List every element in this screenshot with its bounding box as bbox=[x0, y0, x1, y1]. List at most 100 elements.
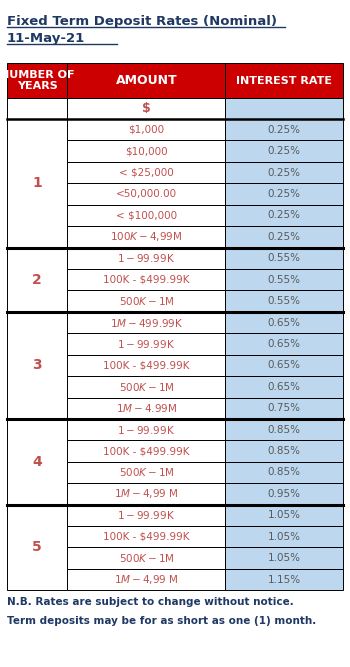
Bar bbox=[68, 548, 225, 569]
Text: 0.65%: 0.65% bbox=[268, 382, 301, 392]
Bar bbox=[7, 97, 68, 119]
Bar bbox=[68, 205, 225, 226]
Text: 0.25%: 0.25% bbox=[268, 167, 301, 177]
Bar bbox=[68, 419, 225, 440]
Text: $1M - $499.99K: $1M - $499.99K bbox=[110, 317, 183, 329]
Bar bbox=[68, 183, 225, 205]
Text: $10,000: $10,000 bbox=[125, 146, 168, 156]
Bar bbox=[68, 162, 225, 183]
Bar bbox=[68, 334, 225, 355]
Text: 5: 5 bbox=[32, 540, 42, 554]
Text: 100K - $499.99K: 100K - $499.99K bbox=[103, 275, 190, 285]
Bar bbox=[68, 376, 225, 398]
Bar bbox=[7, 119, 68, 247]
Bar bbox=[225, 269, 343, 290]
Bar bbox=[68, 526, 225, 548]
Text: 1.05%: 1.05% bbox=[268, 553, 301, 563]
Bar bbox=[7, 312, 68, 419]
Text: < $25,000: < $25,000 bbox=[119, 167, 174, 177]
Text: $1,000: $1,000 bbox=[128, 125, 164, 135]
Text: 0.75%: 0.75% bbox=[268, 404, 301, 414]
Bar bbox=[225, 505, 343, 526]
Text: 1.15%: 1.15% bbox=[268, 574, 301, 584]
Bar bbox=[225, 376, 343, 398]
Text: 1.05%: 1.05% bbox=[268, 532, 301, 542]
Text: $100K - $4,99M: $100K - $4,99M bbox=[110, 230, 183, 243]
Text: 0.25%: 0.25% bbox=[268, 232, 301, 242]
Bar bbox=[7, 247, 68, 312]
Text: 0.85%: 0.85% bbox=[268, 425, 301, 435]
Text: 0.95%: 0.95% bbox=[268, 489, 301, 499]
Bar bbox=[225, 312, 343, 334]
Bar bbox=[225, 141, 343, 162]
Bar bbox=[7, 63, 68, 97]
Bar bbox=[68, 269, 225, 290]
Bar bbox=[68, 63, 225, 97]
Bar bbox=[68, 312, 225, 334]
Text: $1M - $4.99M: $1M - $4.99M bbox=[116, 402, 177, 414]
Text: AMOUNT: AMOUNT bbox=[116, 74, 177, 87]
Bar bbox=[68, 505, 225, 526]
Bar bbox=[225, 119, 343, 141]
Text: 1.05%: 1.05% bbox=[268, 510, 301, 520]
Text: 100K - $499.99K: 100K - $499.99K bbox=[103, 360, 190, 370]
Bar bbox=[68, 462, 225, 483]
Bar bbox=[225, 355, 343, 376]
Bar bbox=[7, 419, 68, 505]
Bar bbox=[225, 548, 343, 569]
Bar bbox=[68, 290, 225, 312]
Bar bbox=[68, 483, 225, 505]
Text: $1M - $4,99 M: $1M - $4,99 M bbox=[114, 573, 179, 586]
Bar bbox=[225, 63, 343, 97]
Text: $1 - $99.99K: $1 - $99.99K bbox=[118, 338, 175, 350]
Bar bbox=[225, 247, 343, 269]
Text: 0.55%: 0.55% bbox=[268, 275, 301, 285]
Text: 2: 2 bbox=[32, 273, 42, 287]
Text: $1 - $99.99K: $1 - $99.99K bbox=[118, 510, 175, 522]
Bar bbox=[68, 569, 225, 590]
Text: 0.65%: 0.65% bbox=[268, 360, 301, 370]
Text: 0.65%: 0.65% bbox=[268, 339, 301, 349]
Text: 4: 4 bbox=[32, 455, 42, 469]
Text: 100K - $499.99K: 100K - $499.99K bbox=[103, 532, 190, 542]
Text: 0.85%: 0.85% bbox=[268, 446, 301, 456]
Bar bbox=[225, 419, 343, 440]
Text: N.B. Rates are subject to change without notice.: N.B. Rates are subject to change without… bbox=[7, 597, 294, 607]
Bar bbox=[68, 398, 225, 419]
Bar bbox=[225, 526, 343, 548]
Bar bbox=[68, 141, 225, 162]
Text: <50,000.00: <50,000.00 bbox=[116, 189, 177, 199]
Bar bbox=[225, 398, 343, 419]
Text: 0.55%: 0.55% bbox=[268, 253, 301, 263]
Text: 0.25%: 0.25% bbox=[268, 125, 301, 135]
Text: $500K - $1M: $500K - $1M bbox=[119, 552, 174, 564]
Bar bbox=[68, 119, 225, 141]
Text: 0.25%: 0.25% bbox=[268, 211, 301, 221]
Text: NUMBER OF
YEARS: NUMBER OF YEARS bbox=[0, 69, 75, 91]
Text: $: $ bbox=[142, 102, 151, 115]
Bar bbox=[225, 483, 343, 505]
Bar bbox=[68, 355, 225, 376]
Bar bbox=[68, 226, 225, 247]
Text: INTEREST RATE: INTEREST RATE bbox=[236, 75, 332, 85]
Bar bbox=[225, 569, 343, 590]
Text: $1M - $4,99 M: $1M - $4,99 M bbox=[114, 488, 179, 500]
Text: Fixed Term Deposit Rates (Nominal): Fixed Term Deposit Rates (Nominal) bbox=[7, 15, 277, 27]
Text: < $100,000: < $100,000 bbox=[116, 211, 177, 221]
Text: 100K - $499.99K: 100K - $499.99K bbox=[103, 446, 190, 456]
Text: 0.25%: 0.25% bbox=[268, 189, 301, 199]
Bar bbox=[225, 440, 343, 462]
Bar bbox=[225, 462, 343, 483]
Bar bbox=[225, 162, 343, 183]
Bar bbox=[68, 247, 225, 269]
Bar bbox=[68, 440, 225, 462]
Text: $500K - $1M: $500K - $1M bbox=[119, 466, 174, 478]
Text: Term deposits may be for as short as one (1) month.: Term deposits may be for as short as one… bbox=[7, 616, 316, 626]
Text: 0.85%: 0.85% bbox=[268, 468, 301, 478]
Text: 11-May-21: 11-May-21 bbox=[7, 32, 85, 45]
Text: 3: 3 bbox=[33, 358, 42, 372]
Text: 0.55%: 0.55% bbox=[268, 296, 301, 306]
Bar bbox=[225, 290, 343, 312]
Text: $500K - $1M: $500K - $1M bbox=[119, 381, 174, 393]
Bar bbox=[68, 97, 225, 119]
